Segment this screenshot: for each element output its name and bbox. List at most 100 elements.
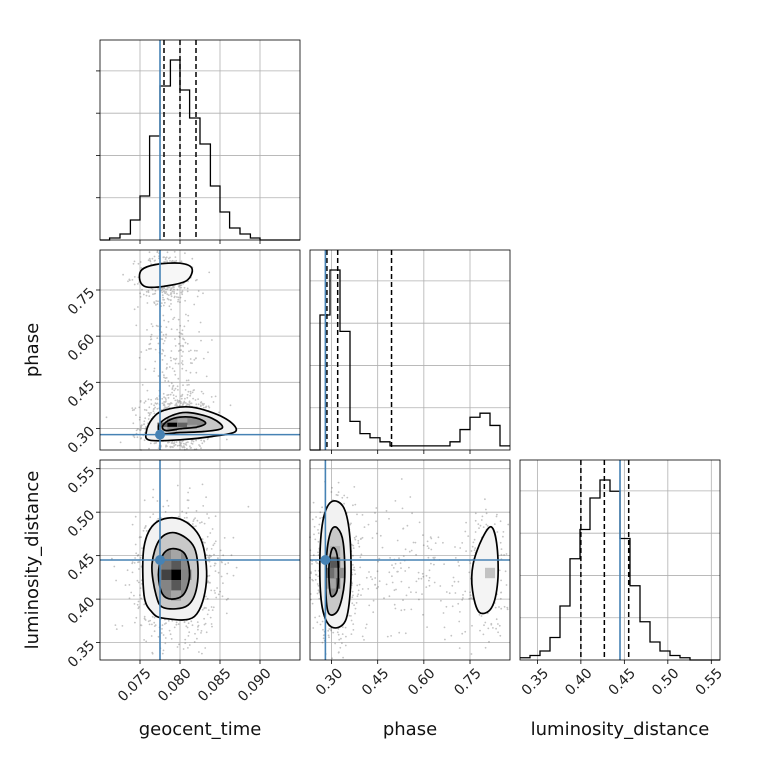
sample-point [188,644,191,646]
sample-point [195,525,197,527]
sample-point [470,653,473,655]
sample-point [136,428,139,431]
sample-point [210,396,213,398]
sample-point [143,615,146,618]
sample-point [341,496,344,499]
sample-point [190,442,193,445]
sample-point [405,594,408,597]
sample-point [468,571,471,574]
sample-point [378,557,381,560]
sample-point [352,594,354,597]
sample-point [391,581,394,584]
sample-point [170,350,173,352]
density-cell [161,569,172,580]
sample-point [127,280,129,283]
y-tick-label-luminosity_distance: 0.55 [65,464,98,497]
sample-point [209,616,212,619]
sample-point [474,547,477,549]
sample-point [149,413,151,416]
sample-point [169,402,172,405]
sample-point [317,540,320,543]
sample-point [166,366,168,369]
sample-point [161,402,164,405]
sample-point [148,406,151,409]
sample-point [219,549,222,552]
sample-point [421,572,424,575]
sample-point [235,566,238,569]
sample-point [180,401,182,403]
sample-point [133,308,136,311]
sample-point [193,359,196,361]
sample-point [134,621,136,624]
sample-point [383,597,385,600]
sample-point [157,342,160,345]
sample-point [410,591,412,593]
sample-point [163,286,166,289]
sample-point [453,580,456,583]
sample-point [314,578,317,581]
sample-point [355,535,358,538]
sample-point [179,324,182,327]
sample-point [485,512,488,515]
sample-point [179,442,182,445]
sample-point [410,549,413,552]
sample-point [339,646,342,649]
sample-point [164,401,167,403]
sample-point [225,598,228,601]
sample-point [163,287,166,290]
sample-point [401,507,404,510]
density-cell [181,569,192,580]
sample-point [189,392,192,395]
sample-point [187,314,190,317]
sample-point [173,626,176,629]
sample-point [311,602,314,605]
sample-point [193,303,196,306]
sample-point [370,576,372,578]
sample-point [394,562,397,565]
sample-point [212,606,215,609]
sample-point [167,505,170,507]
sample-point [350,615,352,617]
sample-point [396,570,399,573]
sample-point [181,393,184,396]
sample-point [192,397,195,400]
sample-point [163,401,166,403]
sample-point [189,447,192,449]
sample-point [356,595,359,598]
sample-point [161,624,164,627]
y-tick-label-phase: 0.60 [65,331,98,364]
sample-point [206,613,209,616]
sample-point [169,289,172,292]
sample-point [354,612,356,615]
sample-point [121,625,124,627]
sample-point [167,441,169,444]
sample-point [217,557,219,560]
sample-point [150,403,153,405]
sample-point [174,373,177,376]
sample-point [169,445,172,448]
sample-point [391,575,393,578]
sample-point [173,316,176,319]
sample-point [312,554,315,557]
sample-point [420,577,423,580]
sample-point [143,423,146,426]
sample-point [166,260,168,262]
contour-right [470,525,500,615]
sample-point [157,447,160,449]
sample-point [505,584,508,586]
sample-point [214,562,216,565]
sample-point [189,390,192,393]
sample-point [226,572,229,575]
sample-point [428,584,431,587]
sample-point [189,358,192,360]
sample-point [138,406,141,409]
sample-point [474,512,477,515]
sample-point [200,630,203,632]
x-tick-label-phase: 0.60 [405,665,438,698]
sample-point [219,590,222,593]
sample-point [141,547,144,549]
sample-point [151,288,154,291]
sample-point [175,402,178,405]
sample-point [211,339,213,341]
sample-point [162,304,165,307]
